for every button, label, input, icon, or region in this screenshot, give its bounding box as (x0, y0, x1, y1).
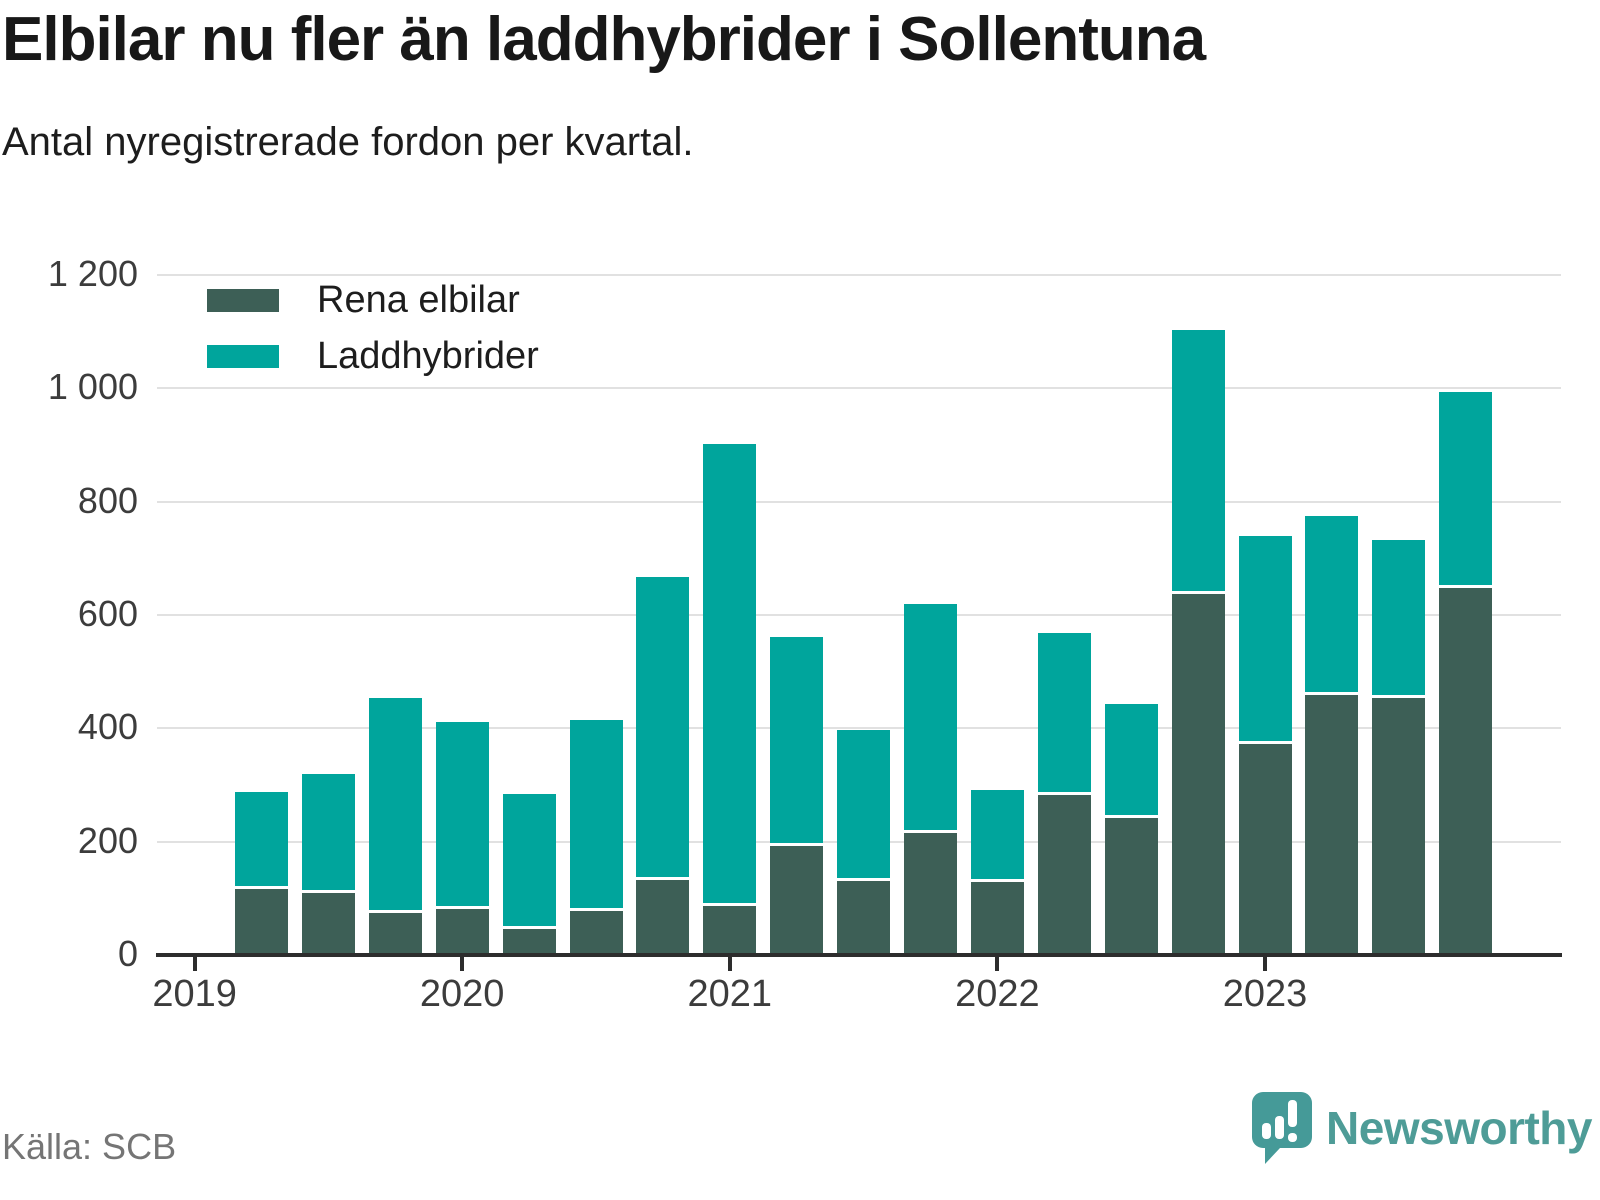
bar-segment-ladd (703, 443, 757, 903)
bar-segment-rena (301, 892, 355, 955)
gridline (157, 387, 1561, 390)
x-axis-line (156, 953, 1562, 957)
gridline (157, 727, 1561, 730)
x-axis-tick (460, 957, 465, 971)
x-axis-tick (192, 957, 197, 971)
legend-swatch-rena (207, 288, 279, 312)
bar-segment-rena (970, 882, 1024, 955)
bar-segment-ladd (435, 722, 489, 907)
y-axis-label: 400 (77, 706, 138, 748)
legend-label-ladd: Laddhybrider (317, 334, 539, 377)
bar-segment-rena (1104, 818, 1158, 955)
bar-segment-rena (636, 880, 690, 955)
bar-segment-rena (235, 888, 288, 955)
legend-item-ladd: Laddhybrider (207, 328, 539, 384)
bar-segment-ladd (770, 637, 824, 843)
gridline (157, 500, 1561, 503)
page-title: Elbilar nu fler än laddhybrider i Sollen… (2, 5, 1206, 74)
bar-segment-rena (502, 929, 556, 955)
bar-segment-ladd (502, 794, 556, 927)
legend-swatch-ladd (207, 344, 279, 368)
x-axis-label: 2021 (687, 973, 773, 1015)
bar-segment-rena (1171, 593, 1225, 955)
x-axis-tick (727, 957, 732, 971)
bar-segment-ladd (970, 789, 1024, 880)
gridline (157, 273, 1561, 276)
bar-segment-ladd (368, 697, 422, 911)
bar-segment-rena (1037, 795, 1091, 955)
bar-segment-ladd (301, 773, 355, 890)
x-axis-label: 2022 (955, 973, 1040, 1015)
bar-segment-ladd (1037, 632, 1091, 793)
bar-segment-rena (569, 910, 623, 955)
y-axis-label: 200 (77, 819, 138, 861)
brand-wordmark: Newsworthy (1326, 1102, 1592, 1154)
chart-legend: Rena elbilar Laddhybrider (207, 272, 539, 384)
brand-logo: Newsworthy (1250, 1090, 1592, 1166)
bar-segment-ladd (1171, 330, 1225, 591)
bar-segment-ladd (235, 792, 288, 886)
gridline (157, 613, 1561, 616)
y-axis-label: 800 (77, 479, 138, 521)
bar-segment-ladd (837, 730, 891, 879)
bar-segment-ladd (1305, 516, 1359, 693)
source-note: Källa: SCB (2, 1126, 177, 1167)
bar-segment-rena (904, 832, 957, 955)
bar-segment-rena (435, 909, 489, 955)
bar-segment-rena (1238, 744, 1292, 955)
y-axis-label: 1 000 (47, 366, 138, 408)
bar-segment-rena (1305, 695, 1359, 955)
y-axis-label: 1 200 (47, 252, 138, 294)
bar-segment-ladd (1238, 536, 1292, 742)
bar-segment-rena (368, 913, 422, 955)
bar-segment-rena (703, 905, 757, 955)
x-axis-label: 2019 (152, 973, 237, 1015)
bar-segment-ladd (1104, 704, 1158, 816)
bar-segment-ladd (904, 603, 957, 830)
x-axis-tick (1263, 957, 1267, 971)
bar-segment-ladd (1372, 539, 1426, 695)
bar-segment-rena (1372, 697, 1426, 955)
legend-item-rena: Rena elbilar (207, 272, 539, 328)
x-axis-tick (995, 957, 1000, 971)
x-axis-label: 2023 (1222, 973, 1308, 1015)
newsworthy-pin-icon (1252, 1092, 1313, 1164)
bar-segment-ladd (569, 719, 623, 908)
bar-segment-rena (837, 881, 891, 955)
y-axis-label: 600 (77, 592, 138, 634)
x-axis-label: 2020 (419, 973, 505, 1015)
chart-subtitle: Antal nyregistrerade fordon per kvartal. (2, 120, 694, 164)
y-axis-label: 0 (117, 933, 138, 974)
bar-segment-ladd (1439, 391, 1493, 586)
bar-segment-rena (770, 845, 824, 955)
bar-segment-ladd (636, 576, 690, 878)
legend-label-rena: Rena elbilar (317, 278, 520, 321)
bar-segment-rena (1439, 588, 1493, 955)
